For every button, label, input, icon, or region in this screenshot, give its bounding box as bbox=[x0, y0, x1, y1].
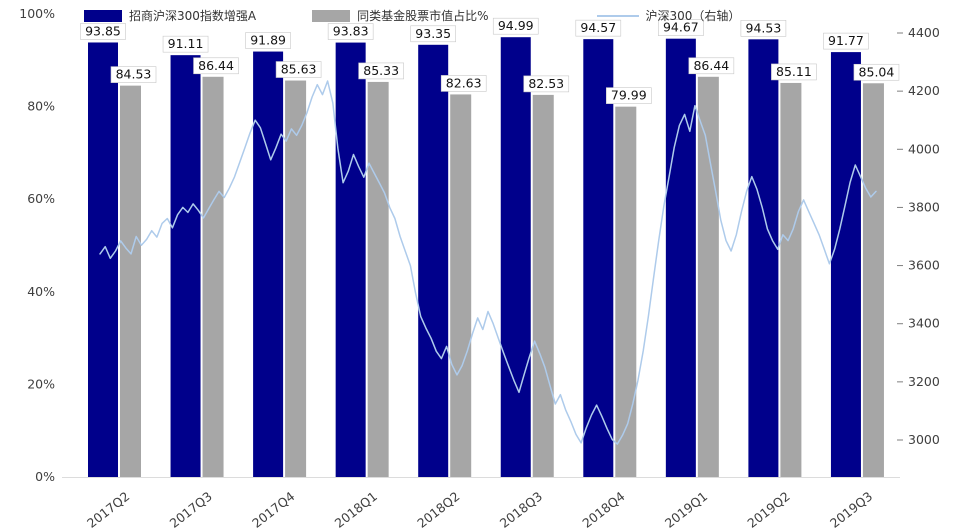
bar-peer-2019Q1 bbox=[697, 76, 719, 477]
peer-label-2017Q3: 86.44 bbox=[198, 58, 234, 73]
bar-fund-2018Q1 bbox=[335, 42, 366, 477]
peer-label-2018Q4: 79.99 bbox=[611, 88, 647, 103]
peer-label-2017Q4-box bbox=[275, 61, 322, 78]
bar-peer-2017Q2 bbox=[120, 85, 141, 477]
fund-label-2019Q3: 91.77 bbox=[828, 33, 864, 48]
legend-label-index-line: 沪深300（右轴） bbox=[645, 9, 741, 23]
peer-label-2019Q3-box bbox=[853, 63, 900, 81]
left-axis-tick-label: 60% bbox=[27, 191, 55, 206]
x-axis-label-2018Q3: 2018Q3 bbox=[497, 489, 545, 528]
peer-label-2018Q2-box bbox=[440, 75, 487, 92]
left-axis-tick-label: 20% bbox=[27, 376, 55, 391]
fund-label-2018Q2: 93.35 bbox=[415, 26, 451, 41]
fund-label-2017Q3: 91.11 bbox=[168, 36, 204, 51]
fund-label-2019Q2: 94.53 bbox=[746, 20, 782, 35]
peer-label-2018Q3-box bbox=[523, 75, 570, 93]
x-axis-label-2018Q4: 2018Q4 bbox=[579, 489, 627, 528]
left-axis-tick-label: 0% bbox=[35, 469, 55, 484]
bar-fund-2019Q3 bbox=[830, 52, 861, 478]
bar-peer-2019Q3 bbox=[862, 83, 884, 477]
bar-peer-2018Q1 bbox=[367, 81, 389, 478]
bar-peer-2017Q4 bbox=[285, 80, 307, 478]
right-axis-tick-label: 3400 bbox=[908, 316, 940, 331]
bar-fund-2019Q2 bbox=[748, 39, 779, 477]
bar-peer-2018Q2 bbox=[450, 94, 472, 478]
fund-label-2017Q3-box bbox=[162, 35, 209, 53]
fund-label-2018Q4-box bbox=[575, 19, 622, 37]
index-line-swatch bbox=[596, 14, 639, 17]
bar-fund-2017Q3 bbox=[170, 55, 201, 477]
peer-label-2017Q2: 84.53 bbox=[116, 67, 152, 82]
fund-label-2017Q2-box bbox=[80, 23, 126, 40]
peer-label-2018Q1: 85.33 bbox=[363, 63, 399, 78]
fund-label-2018Q3-box bbox=[492, 17, 539, 35]
bar-fund-2018Q2 bbox=[418, 44, 449, 478]
peer-label-2019Q3: 85.04 bbox=[859, 64, 895, 79]
peer-label-2017Q2-box bbox=[110, 66, 157, 83]
peer-label-2017Q4: 85.63 bbox=[281, 62, 317, 77]
bar-peer-2019Q2 bbox=[780, 82, 802, 477]
bar-fund-2017Q4 bbox=[253, 51, 284, 477]
left-axis-tick-label: 100% bbox=[19, 6, 55, 21]
x-axis-label-2017Q4: 2017Q4 bbox=[249, 489, 297, 528]
peer-label-2018Q2: 82.63 bbox=[446, 75, 482, 90]
fund-label-2017Q4-box bbox=[245, 32, 291, 49]
x-axis-label-2019Q3: 2019Q3 bbox=[827, 489, 875, 528]
peer-label-2018Q4-box bbox=[605, 87, 652, 104]
fund-label-2019Q1: 94.67 bbox=[663, 20, 699, 35]
fund-bar-swatch bbox=[84, 9, 122, 22]
peer-label-2018Q1-box bbox=[358, 62, 404, 80]
fund-label-2018Q1-box bbox=[327, 23, 374, 40]
x-axis-label-2018Q1: 2018Q1 bbox=[332, 489, 380, 528]
legend-label-fund: 招商沪深300指数增强A bbox=[129, 9, 257, 23]
left-axis-tick-label: 40% bbox=[27, 284, 55, 299]
peer-label-2019Q2: 85.11 bbox=[776, 64, 812, 79]
fund-label-2017Q4: 91.89 bbox=[250, 33, 286, 48]
fund-label-2018Q1: 93.83 bbox=[333, 24, 369, 39]
right-axis-tick-label: 3600 bbox=[908, 258, 940, 273]
legend-label-peer: 同类基金股票市值占比% bbox=[357, 9, 489, 23]
bar-fund-2017Q2 bbox=[88, 42, 118, 478]
x-axis-label-2017Q2: 2017Q2 bbox=[84, 489, 132, 528]
fund-label-2019Q3-box bbox=[823, 32, 869, 50]
peer-bar-swatch bbox=[312, 9, 351, 22]
fund-label-2019Q2-box bbox=[740, 20, 787, 37]
x-axis-label-2018Q2: 2018Q2 bbox=[414, 489, 462, 528]
peer-label-2019Q1-box bbox=[688, 57, 735, 75]
right-axis-tick-label: 3000 bbox=[908, 432, 940, 447]
right-axis-tick-label: 3200 bbox=[908, 374, 940, 389]
fund-label-2017Q2: 93.85 bbox=[85, 23, 121, 38]
right-axis-tick-label: 4200 bbox=[908, 83, 940, 98]
bar-peer-2018Q4 bbox=[615, 106, 637, 477]
peer-label-2019Q2-box bbox=[771, 63, 817, 81]
legend-item-fund: 招商沪深300指数增强A bbox=[84, 7, 256, 24]
bar-fund-2018Q3 bbox=[500, 37, 531, 478]
bar-peer-2017Q3 bbox=[202, 76, 224, 477]
legend-item-index-line: 沪深300（右轴） bbox=[596, 7, 741, 24]
x-axis-label-2017Q3: 2017Q3 bbox=[167, 489, 215, 528]
fund-label-2019Q1-box bbox=[658, 19, 704, 36]
peer-label-2017Q3-box bbox=[193, 57, 239, 75]
bar-peer-2018Q3 bbox=[532, 94, 554, 477]
right-axis-tick-label: 4400 bbox=[908, 25, 940, 40]
peer-label-2019Q1: 86.44 bbox=[693, 58, 729, 73]
x-axis-label-2019Q2: 2019Q2 bbox=[744, 489, 792, 528]
bar-fund-2019Q1 bbox=[665, 38, 696, 478]
right-axis-tick-label: 4000 bbox=[908, 141, 940, 156]
fund-label-2018Q4: 94.57 bbox=[580, 20, 616, 35]
bar-fund-2018Q4 bbox=[583, 39, 614, 477]
fund-label-2018Q3: 94.99 bbox=[498, 18, 534, 33]
fund-label-2018Q2-box bbox=[410, 25, 457, 43]
legend: 招商沪深300指数增强A 同类基金股票市值占比% 沪深300（右轴） bbox=[84, 7, 796, 24]
left-axis-tick-label: 80% bbox=[27, 99, 55, 114]
csi300-line bbox=[99, 80, 877, 445]
legend-item-peer: 同类基金股票市值占比% bbox=[312, 7, 489, 24]
peer-label-2018Q3: 82.53 bbox=[528, 76, 564, 91]
x-axis-label-2019Q1: 2019Q1 bbox=[662, 489, 710, 528]
right-axis-tick-label: 3800 bbox=[908, 199, 940, 214]
